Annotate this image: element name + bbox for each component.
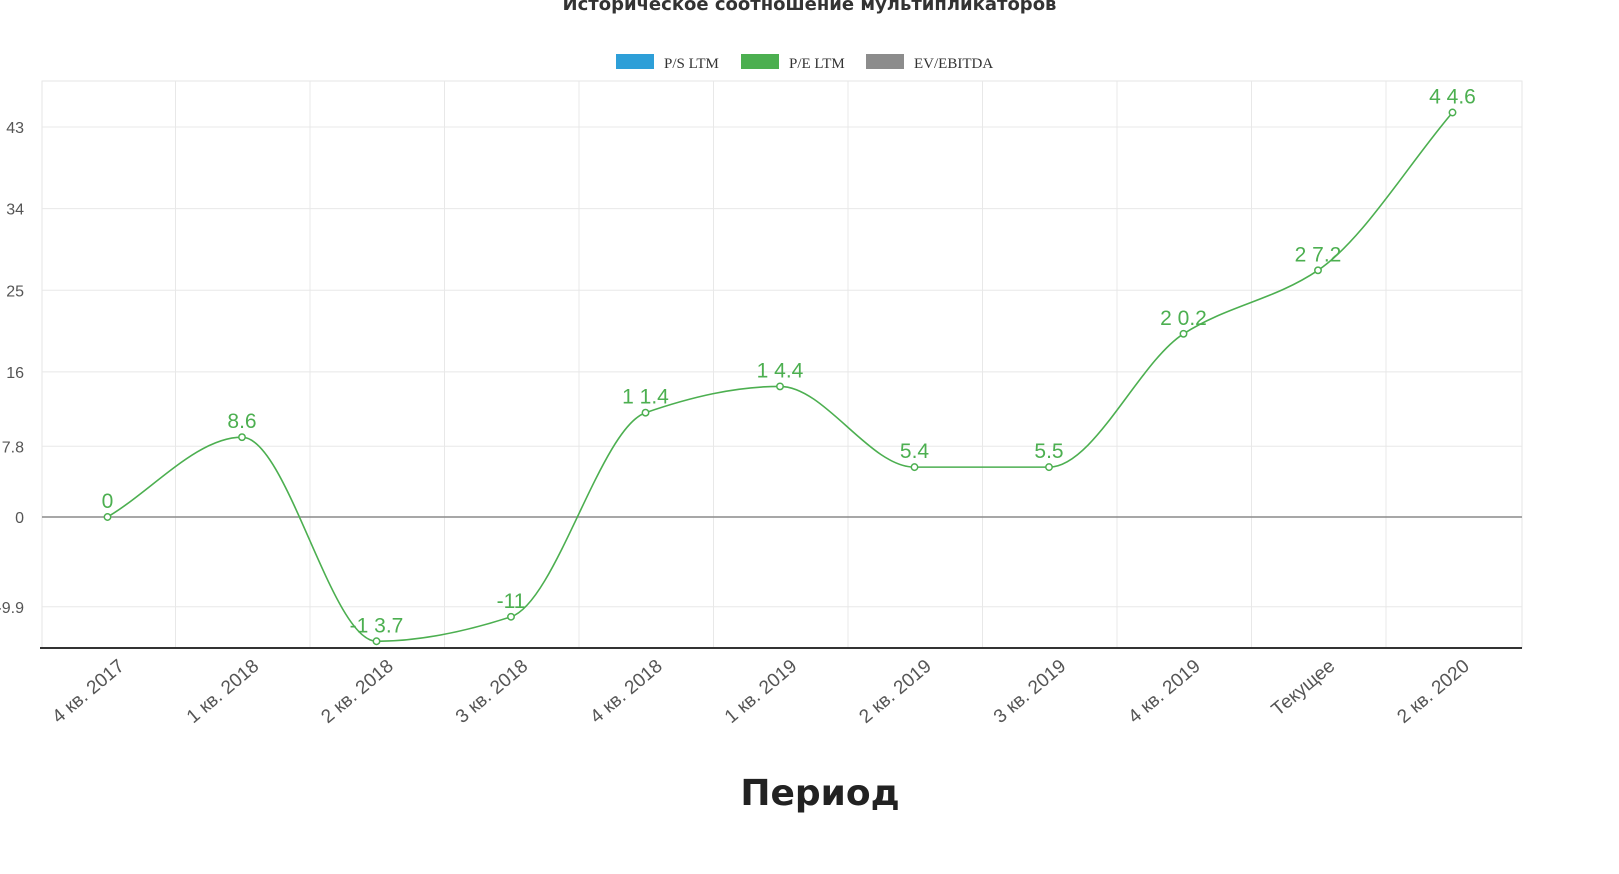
y-axis-ticks: -9.9 0 7.8 16 25 34 43	[0, 120, 24, 617]
y-tick-label: 16	[6, 365, 24, 382]
x-tick-label: 2 кв. 2020	[1394, 656, 1474, 728]
data-point	[238, 433, 246, 442]
data-point	[103, 513, 112, 521]
x-tick-label: 3 кв. 2019	[990, 656, 1070, 728]
data-point	[910, 463, 919, 472]
x-axis-ticks: 4 кв. 2017 1 кв. 2018 2 кв. 2018 3 кв. 2018…	[49, 656, 1474, 728]
legend-swatch	[616, 54, 654, 69]
legend-label: EV/EBITDA	[914, 56, 993, 72]
data-label: 4 4.6	[1429, 85, 1476, 108]
data-point	[641, 408, 650, 417]
chart-title: Историческое соотношение мультипликаторо…	[562, 0, 1057, 15]
y-tick-label: 25	[6, 283, 24, 300]
legend-swatch	[866, 54, 904, 69]
y-tick-label: 7.8	[2, 439, 24, 456]
x-tick-label: 4 кв. 2019	[1125, 656, 1205, 728]
data-label: 0	[102, 490, 114, 513]
x-tick-label: 4 кв. 2017	[49, 656, 129, 728]
x-tick-label: 1 кв. 2018	[183, 656, 263, 728]
x-tick-label: 2 кв. 2018	[318, 656, 398, 728]
y-tick-label: 43	[6, 120, 24, 137]
x-axis-title: Период	[740, 773, 900, 814]
data-point	[1179, 329, 1188, 338]
y-tick-label: 0	[15, 510, 24, 527]
data-label: 2 7.2	[1295, 243, 1342, 266]
legend-swatch	[741, 54, 779, 69]
y-tick-label: -9.9	[0, 600, 24, 617]
x-tick-label: Текущее	[1268, 656, 1339, 721]
data-label: 1 1.4	[622, 386, 669, 409]
data-point	[1448, 108, 1457, 117]
series-layer: 0 8.6 -1 3.7 -11 1 1.4 1 4.4 5.4 5.5 2 0.2 2 7.2 4…	[102, 85, 1476, 646]
x-tick-label: 3 кв. 2018	[452, 656, 532, 728]
legend: P/S LTM P/E LTM EV/EBITDA	[616, 54, 993, 72]
data-point	[1314, 266, 1322, 275]
data-label: 2 0.2	[1160, 307, 1207, 330]
data-label: 5.4	[900, 440, 930, 463]
legend-label: P/S LTM	[664, 56, 719, 72]
grid	[40, 80, 1523, 649]
legend-label: P/E LTM	[789, 56, 845, 72]
y-tick-label: 34	[6, 202, 24, 219]
series-line	[107, 111, 1454, 643]
data-point	[776, 382, 784, 391]
data-point	[372, 637, 381, 646]
data-label: 5.5	[1034, 440, 1063, 463]
data-point	[507, 612, 515, 621]
data-point	[1045, 463, 1053, 472]
data-label: 1 4.4	[757, 359, 804, 382]
x-tick-label: 4 кв. 2018	[587, 656, 667, 728]
data-label: -11	[497, 590, 526, 613]
data-label: -1 3.7	[350, 614, 404, 637]
x-tick-label: 2 кв. 2019	[856, 656, 936, 728]
x-tick-label: 1 кв. 2019	[721, 656, 801, 728]
data-label: 8.6	[227, 410, 256, 433]
